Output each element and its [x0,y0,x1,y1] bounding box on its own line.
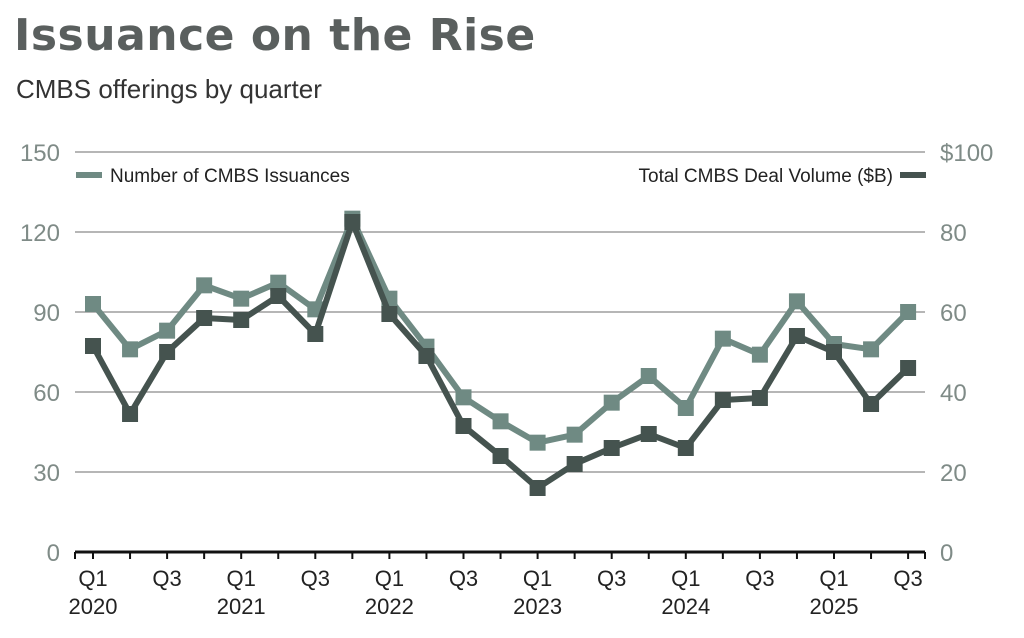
data-point [640,426,657,442]
right-axis-tick-label: $100 [940,140,993,167]
series-line [90,215,911,446]
x-axis-year-label: 2021 [217,594,266,619]
data-point [751,390,768,406]
right-axis-tick-label: 0 [940,540,953,567]
chart-subtitle: CMBS offerings by quarter [16,74,322,104]
x-axis-tick-label: Q3 [745,566,774,591]
data-point [344,214,361,230]
data-point [122,341,139,358]
data-point [492,413,509,430]
data-point [826,344,842,360]
data-point [529,480,546,496]
data-point [122,406,139,422]
left-axis-tick-label: 150 [20,140,60,167]
x-axis-year-label: 2023 [513,594,562,619]
data-point [566,426,583,443]
data-point [529,434,546,451]
right-axis-tick-label: 60 [940,300,967,327]
data-point [233,290,250,307]
data-point [677,400,694,416]
data-point [418,348,435,364]
data-point [196,310,213,326]
x-axis-tick-label: Q3 [301,566,330,591]
x-axis-tick-label: Q3 [152,566,181,591]
data-point [788,328,805,344]
x-axis-tick-label: Q3 [597,566,626,591]
x-axis-tick-label: Q3 [893,566,922,591]
left-axis-tick-label: 0 [47,540,60,567]
data-point [900,360,917,376]
x-axis-year-label: 2020 [69,594,118,619]
data-point [714,330,731,347]
data-point [863,396,880,412]
data-point [159,344,176,360]
data-point [714,392,731,408]
x-axis-tick-label: Q1 [671,566,700,591]
data-point [270,274,287,291]
left-axis-tick-label: 90 [33,300,60,327]
x-axis-tick-label: Q1 [78,566,107,591]
right-axis-tick-label: 80 [940,220,967,247]
x-axis-tick-label: Q1 [523,566,552,591]
x-axis-tick-label: Q1 [227,566,256,591]
left-axis-tick-label: 60 [33,380,60,407]
chart-title: Issuance on the Rise [14,10,536,61]
right-axis-tick-label: 40 [940,380,967,407]
data-point [85,296,101,312]
data-point [640,368,657,384]
data-point [492,448,509,464]
data-point [455,418,472,434]
data-point [677,440,694,456]
data-point [381,306,398,322]
x-axis-tick-label: Q1 [819,566,848,591]
data-point [270,288,287,304]
x-axis-tick-label: Q3 [449,566,478,591]
data-point [788,293,805,310]
right-axis-tick-label: 20 [940,460,967,487]
x-axis-tick-label: Q1 [375,566,404,591]
left-axis-tick-label: 120 [20,220,60,247]
data-point [455,389,472,406]
x-axis-year-label: 2024 [661,594,710,619]
left-axis-tick-label: 30 [33,460,60,487]
data-point [196,277,213,294]
legend-label: Total CMBS Deal Volume ($B) [639,166,894,187]
data-point [85,338,101,354]
data-point [863,341,880,358]
data-point [603,394,620,411]
data-point [307,326,324,342]
data-point [566,456,583,472]
x-axis-year-label: 2022 [365,594,414,619]
x-axis-year-label: 2025 [810,594,859,619]
data-point [159,322,176,339]
data-point [900,304,917,320]
data-point [603,440,620,456]
data-point [233,312,250,328]
legend-label: Number of CMBS Issuances [110,166,350,187]
data-point [751,346,768,363]
